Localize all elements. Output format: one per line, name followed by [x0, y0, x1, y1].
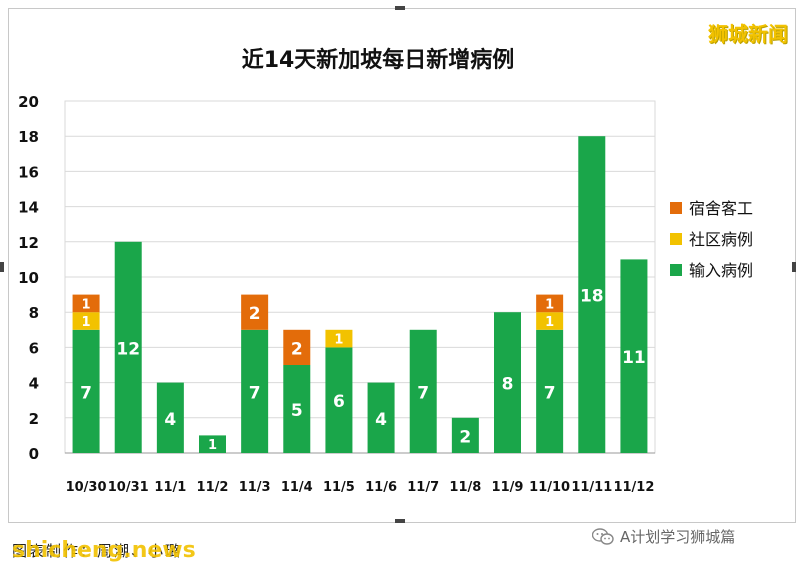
y-tick-label: 14 [18, 199, 39, 217]
data-label: 5 [291, 401, 303, 421]
bar-segment [114, 241, 142, 453]
legend-swatch [670, 264, 682, 276]
bar-segment [72, 312, 100, 330]
data-label: 1 [208, 438, 217, 453]
bar-segment [72, 329, 100, 453]
bar-segment [199, 435, 226, 453]
data-label: 7 [80, 383, 92, 403]
bar-segment [536, 329, 564, 453]
y-tick-label: 6 [29, 339, 39, 357]
y-tick-label: 2 [29, 410, 39, 428]
resize-handle-bottom[interactable] [395, 519, 405, 523]
x-tick-label: 11/9 [492, 480, 524, 495]
bar-segment [367, 382, 395, 453]
data-label: 4 [164, 410, 176, 430]
data-label: 18 [580, 287, 604, 307]
bar-segment [241, 294, 269, 330]
data-label: 7 [249, 383, 261, 403]
bar-chart: 近14天新加坡每日新增病例0246810121416182071110/3012… [18, 47, 753, 495]
legend-label: 社区病例 [689, 230, 753, 249]
data-label: 2 [291, 339, 303, 359]
y-tick-label: 10 [18, 269, 39, 287]
bar-segment [494, 312, 521, 453]
bar-segment [451, 417, 479, 453]
bar-segment [620, 259, 648, 453]
legend-label: 输入病例 [689, 261, 753, 280]
data-label: 7 [544, 383, 556, 403]
y-tick-label: 20 [18, 93, 39, 111]
bar-segment [536, 294, 564, 313]
bar-segment [283, 329, 311, 365]
bar-segment [325, 347, 353, 453]
data-label: 7 [417, 383, 429, 403]
data-label: 1 [334, 333, 343, 348]
y-tick-label: 0 [29, 445, 39, 463]
x-tick-label: 11/2 [197, 480, 229, 495]
bar-segment [578, 136, 606, 453]
x-tick-label: 11/7 [407, 480, 439, 495]
data-label: 1 [545, 315, 554, 330]
bar-segment [283, 365, 311, 453]
x-tick-label: 11/3 [239, 480, 271, 495]
x-tick-label: 11/4 [281, 480, 313, 495]
x-tick-label: 11/1 [154, 480, 186, 495]
resize-handle-right[interactable] [792, 262, 796, 272]
y-tick-label: 12 [18, 234, 39, 252]
x-tick-label: 11/6 [365, 480, 397, 495]
wechat-icon [591, 527, 614, 546]
bar-segment [72, 294, 100, 313]
watermark-top: 狮城新闻 [708, 22, 788, 46]
x-tick-label: 11/12 [613, 480, 654, 495]
y-tick-label: 18 [18, 128, 39, 146]
x-tick-label: 11/5 [323, 480, 355, 495]
y-tick-label: 4 [29, 375, 39, 393]
chart-title: 近14天新加坡每日新增病例 [242, 47, 515, 73]
y-tick-label: 16 [18, 163, 39, 181]
data-label: 8 [502, 375, 514, 395]
data-label: 11 [622, 348, 646, 368]
data-label: 2 [459, 427, 471, 447]
resize-handle-left[interactable] [0, 262, 4, 272]
site-watermark: shicheng.news [12, 538, 196, 563]
bar-segment [156, 382, 184, 453]
legend-swatch [670, 202, 682, 214]
chart-caption: 图表制作：周潮、小璐 [12, 542, 183, 560]
data-label: 1 [82, 315, 91, 330]
x-tick-label: 10/31 [108, 480, 149, 495]
bar-segment [241, 329, 269, 453]
x-tick-label: 11/8 [449, 480, 481, 495]
x-tick-label: 10/30 [66, 480, 107, 495]
data-label: 12 [116, 339, 140, 359]
bar-segment [536, 312, 564, 330]
data-label: 6 [333, 392, 345, 412]
wechat-label: A计划学习狮城篇 [620, 528, 736, 546]
data-label: 1 [545, 297, 554, 312]
data-label: 1 [82, 297, 91, 312]
resize-handle-top[interactable] [395, 6, 405, 10]
x-tick-label: 11/11 [571, 480, 612, 495]
data-label: 4 [375, 410, 387, 430]
data-label: 2 [249, 304, 261, 324]
wechat-account: A计划学习狮城篇 [591, 526, 736, 547]
legend-swatch [670, 233, 682, 245]
x-tick-label: 11/10 [529, 480, 570, 495]
y-tick-label: 8 [29, 304, 39, 322]
legend-label: 宿舍客工 [689, 199, 753, 218]
bar-segment [409, 329, 437, 453]
bar-segment [325, 329, 353, 348]
